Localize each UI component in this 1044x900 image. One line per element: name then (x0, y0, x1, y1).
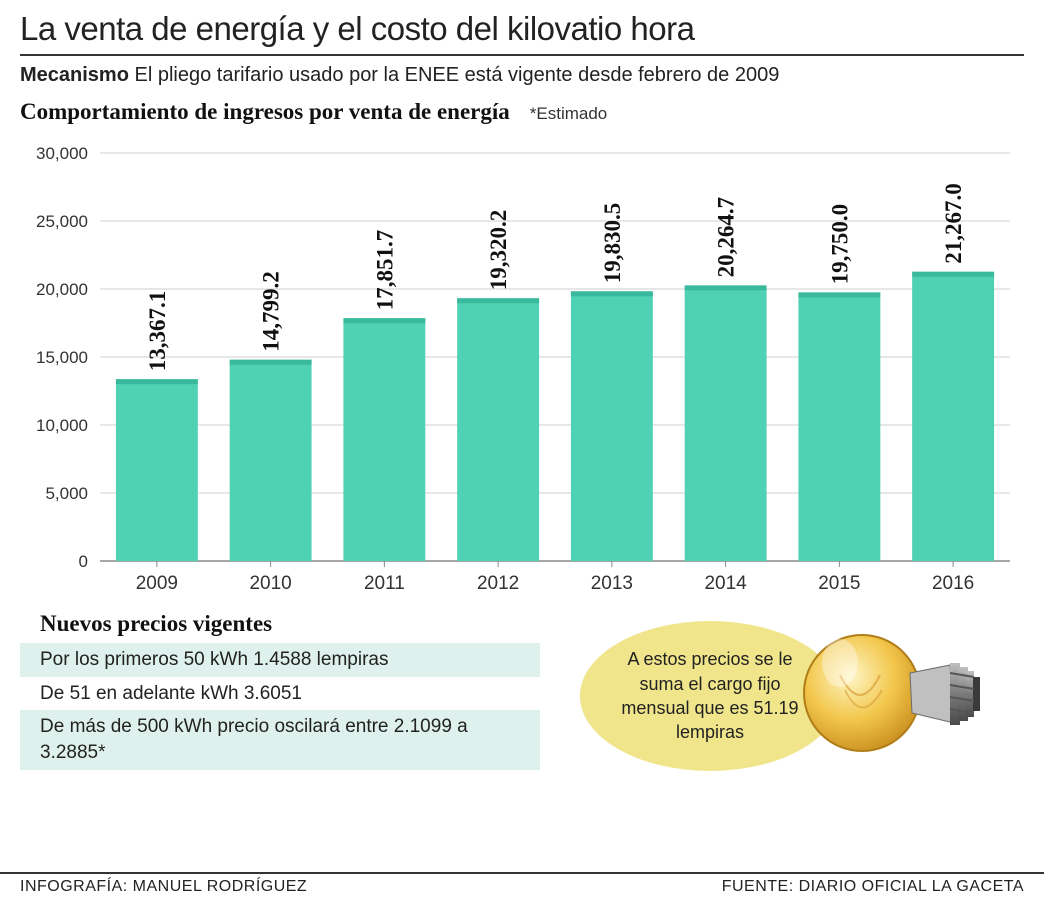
bar-value-label: 13,367.1 (145, 291, 170, 372)
bar-value-label: 19,750.0 (827, 204, 852, 285)
bar-top (457, 298, 539, 303)
bar (230, 360, 312, 561)
bar-top (571, 291, 653, 296)
x-tick-label: 2015 (818, 573, 860, 594)
x-tick-label: 2012 (477, 573, 519, 594)
bar (798, 292, 880, 561)
prices-title: Nuevos precios vigentes (40, 611, 540, 637)
bar-top (116, 379, 198, 384)
y-tick-label: 10,000 (36, 416, 88, 435)
price-row: Por los primeros 50 kWh 1.4588 lempiras (20, 643, 540, 677)
callout-text: A estos precios se le suma el cargo fijo… (604, 647, 816, 744)
y-tick-label: 15,000 (36, 348, 88, 367)
subtitle: Mecanismo El pliego tarifario usado por … (20, 64, 1024, 87)
bar-top (343, 318, 425, 323)
x-tick-label: 2013 (591, 573, 633, 594)
bar-value-label: 20,264.7 (714, 197, 739, 278)
bar (685, 285, 767, 561)
bar-chart: 0 5,000 10,000 15,000 20,000 25,000 30,000 13,3… (20, 135, 1020, 605)
x-tick-label: 2014 (704, 573, 747, 594)
bar-top (685, 285, 767, 290)
y-tick-label: 5,000 (45, 484, 88, 503)
footer: INFOGRAFÍA: MANUEL RODRÍGUEZ FUENTE: DIA… (0, 872, 1044, 896)
bar (912, 272, 994, 561)
x-tick-label: 2011 (364, 573, 405, 594)
bar-value-label: 19,320.2 (486, 210, 511, 291)
x-tick-label: 2016 (932, 573, 974, 594)
callout: A estos precios se le suma el cargo fijo… (580, 621, 840, 771)
x-tick-label: 2010 (249, 573, 291, 594)
bar-value-label: 14,799.2 (259, 271, 284, 352)
price-row: De más de 500 kWh precio oscilará entre … (20, 710, 540, 769)
bar (571, 291, 653, 561)
bar-value-label: 17,851.7 (372, 230, 397, 310)
y-tick-label: 30,000 (36, 144, 88, 163)
y-tick-label: 0 (79, 552, 88, 571)
bar-value-label: 21,267.0 (941, 183, 966, 264)
footer-right: FUENTE: DIARIO OFICIAL LA GACETA (722, 878, 1024, 896)
subtitle-bold: Mecanismo (20, 64, 129, 86)
bar-value-label: 19,830.5 (600, 203, 625, 284)
bar (343, 318, 425, 561)
bar (116, 379, 198, 561)
chart-estimate-note: *Estimado (530, 104, 607, 124)
y-tick-label: 25,000 (36, 212, 88, 231)
prices-panel: Nuevos precios vigentes Por los primeros… (20, 611, 540, 770)
bar-top (230, 360, 312, 365)
bar-top (798, 292, 880, 297)
footer-left: INFOGRAFÍA: MANUEL RODRÍGUEZ (20, 878, 307, 896)
chart-title: Comportamiento de ingresos por venta de … (20, 99, 510, 125)
bar (457, 298, 539, 561)
bar-top (912, 272, 994, 277)
x-tick-label: 2009 (136, 573, 178, 594)
y-tick-label: 20,000 (36, 280, 88, 299)
main-title: La venta de energía y el costo del kilov… (20, 10, 1024, 56)
lightbulb-icon (800, 615, 980, 785)
subtitle-rest: El pliego tarifario usado por la ENEE es… (129, 64, 779, 86)
price-row: De 51 en adelante kWh 3.6051 (20, 677, 540, 711)
